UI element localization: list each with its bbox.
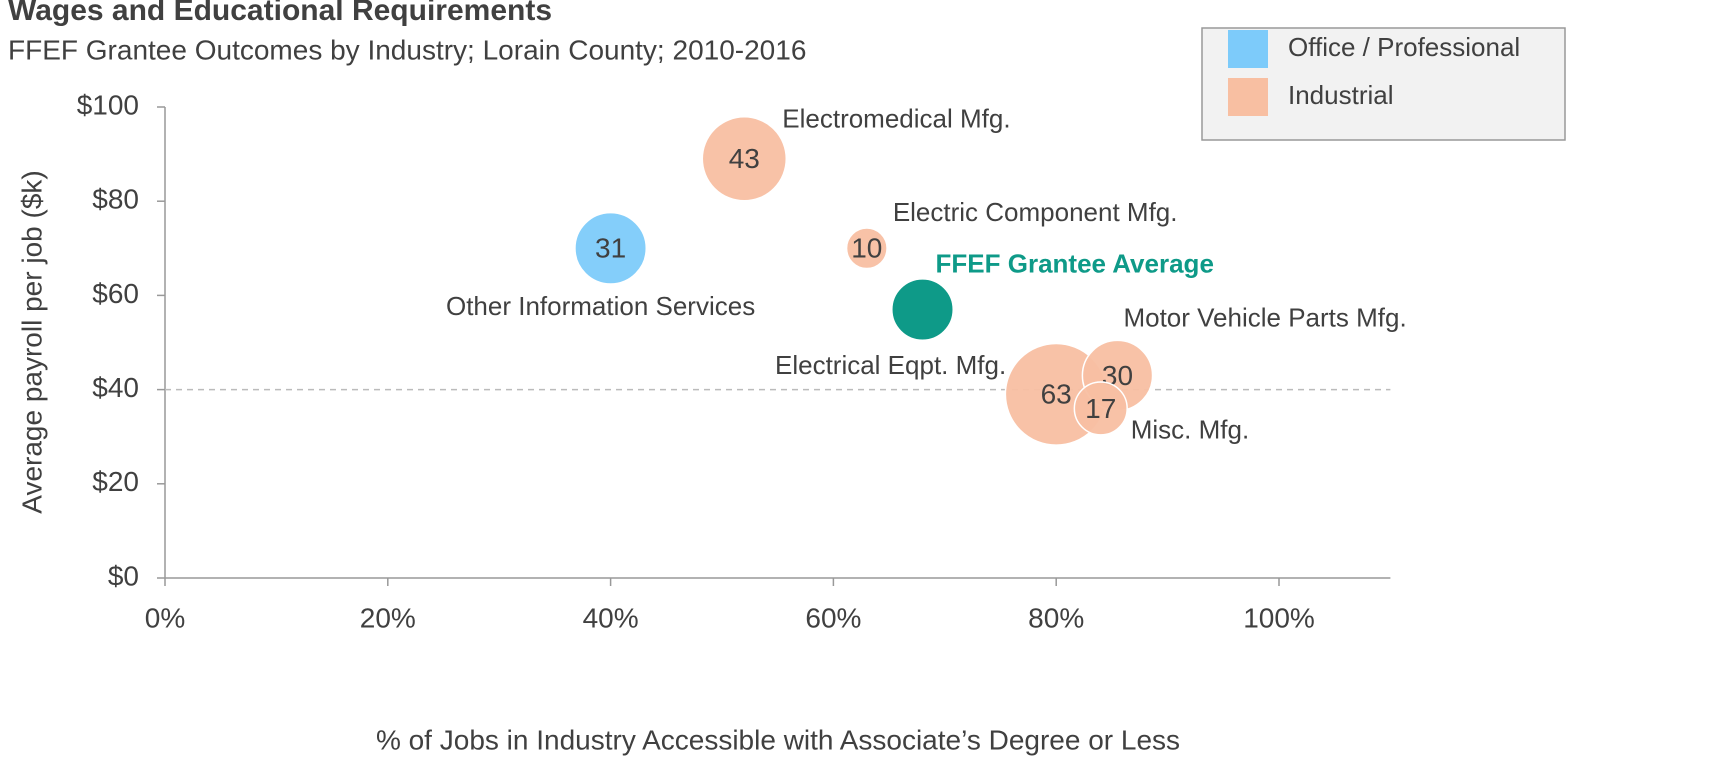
- x-tick-label: 60%: [805, 602, 861, 633]
- legend-swatch: [1228, 78, 1268, 116]
- bubble: [701, 116, 788, 202]
- bubble-label: Electric Component Mfg.: [893, 197, 1178, 227]
- x-tick-label: 80%: [1028, 602, 1084, 633]
- x-tick-label: 20%: [360, 602, 416, 633]
- x-tick-label: 40%: [583, 602, 639, 633]
- average-bubble: [891, 278, 954, 341]
- y-tick-label: $20: [92, 466, 139, 497]
- y-tick-label: $60: [92, 278, 139, 309]
- y-tick-label: $0: [108, 560, 139, 591]
- legend-swatch: [1228, 30, 1268, 68]
- bubble-size-label: 43: [729, 143, 760, 174]
- x-tick-label: 100%: [1243, 602, 1315, 633]
- bubble: [845, 227, 888, 270]
- bubble: [574, 211, 648, 285]
- bubble-size-label: 63: [1041, 379, 1072, 410]
- y-tick-label: $40: [92, 372, 139, 403]
- x-tick-label: 0%: [145, 602, 185, 633]
- chart-subtitle: FFEF Grantee Outcomes by Industry; Lorai…: [8, 34, 806, 65]
- bubble-label: Electrical Eqpt. Mfg.: [775, 350, 1006, 380]
- chart-title: Wages and Educational Requirements: [8, 0, 552, 27]
- bubble-label: Misc. Mfg.: [1131, 414, 1249, 444]
- x-axis-label: % of Jobs in Industry Accessible with As…: [376, 724, 1180, 755]
- y-axis-label: Average payroll per job ($k): [16, 170, 47, 513]
- bubble-label: Motor Vehicle Parts Mfg.: [1123, 302, 1406, 332]
- bubble-size-label: 31: [595, 233, 626, 264]
- bubble: [1073, 381, 1128, 436]
- y-tick-label: $100: [77, 89, 139, 120]
- legend-label: Industrial: [1288, 80, 1394, 110]
- bubble-label: Electromedical Mfg.: [782, 104, 1010, 134]
- legend-label: Office / Professional: [1288, 32, 1520, 62]
- y-tick-label: $80: [92, 184, 139, 215]
- average-label: FFEF Grantee Average: [936, 248, 1214, 278]
- bubble-size-label: 10: [851, 233, 882, 264]
- bubble-size-label: 17: [1085, 393, 1116, 424]
- bubble-label: Other Information Services: [446, 291, 755, 321]
